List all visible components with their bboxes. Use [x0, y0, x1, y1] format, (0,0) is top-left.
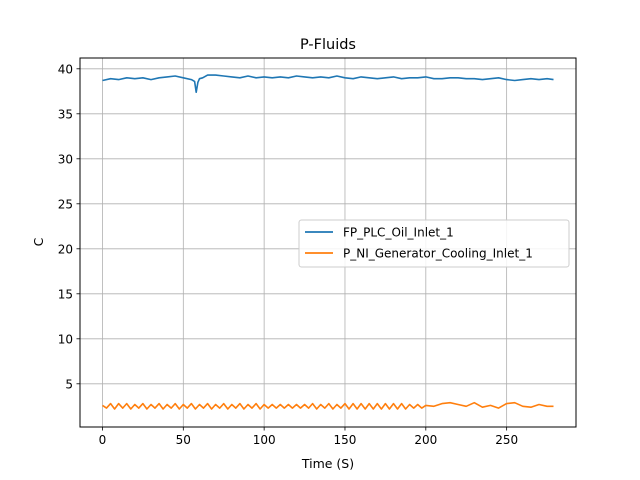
y-tick-label: 20 — [58, 242, 73, 256]
x-axis-label: Time (S) — [301, 456, 354, 471]
x-tick-label: 50 — [176, 433, 191, 447]
x-tick-label: 100 — [253, 433, 276, 447]
series-layer — [102, 74, 554, 410]
x-tick-label: 200 — [414, 433, 437, 447]
series-line-2 — [102, 401, 554, 410]
x-tick-label: 150 — [334, 433, 357, 447]
y-tick-label: 40 — [58, 62, 73, 76]
y-tick-label: 35 — [58, 107, 73, 121]
y-axis-label: C — [31, 237, 46, 246]
x-axis: 0 50 100 150 200 250 — [99, 427, 518, 447]
y-tick-label: 5 — [65, 377, 73, 391]
series-line-1 — [102, 74, 554, 93]
x-tick-label: 0 — [99, 433, 107, 447]
chart-title: P-Fluids — [300, 37, 356, 53]
legend-label: FP_PLC_Oil_Inlet_1 — [343, 226, 454, 240]
y-tick-label: 30 — [58, 152, 73, 166]
legend-box — [298, 219, 570, 268]
y-tick-label: 10 — [58, 332, 73, 346]
y-tick-label: 15 — [58, 287, 73, 301]
legend-label: P_NI_Generator_Cooling_Inlet_1 — [343, 247, 533, 261]
legend: FP_PLC_Oil_Inlet_1 P_NI_Generator_Cooling… — [298, 219, 570, 268]
y-tick-label: 25 — [58, 197, 73, 211]
x-tick-label: 250 — [495, 433, 518, 447]
plot-frame — [79, 57, 577, 428]
y-axis: 5 10 15 20 25 30 35 40 — [58, 62, 80, 391]
